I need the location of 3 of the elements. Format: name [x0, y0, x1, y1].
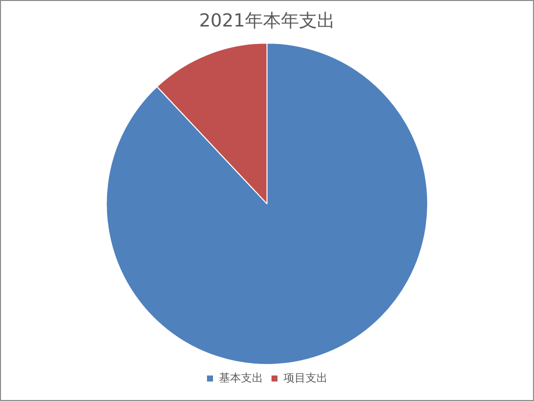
legend-label: 项目支出 [284, 371, 328, 384]
chart-title: 2021年本年支出 [199, 10, 335, 32]
legend-label: 基本支出 [219, 371, 263, 384]
